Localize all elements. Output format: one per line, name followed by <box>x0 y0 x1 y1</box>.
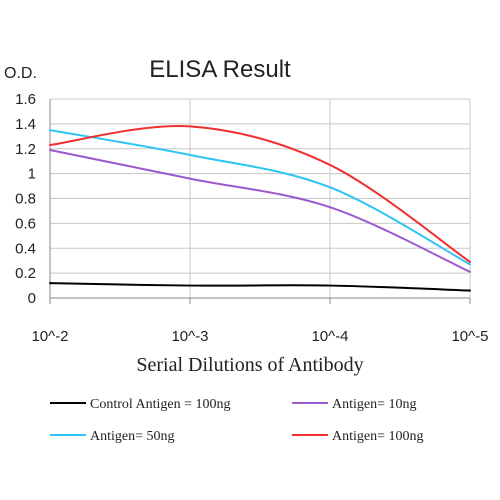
series-line-0 <box>49 282 471 292</box>
y-tick-label: 0.6 <box>15 215 36 232</box>
legend: Control Antigen = 100ng Antigen= 10ng Anti… <box>50 397 424 444</box>
y-tick-label: 0.8 <box>15 191 36 208</box>
y-tick-label: 0 <box>28 290 36 307</box>
series-line-2 <box>49 129 471 266</box>
x-tick-label: 10^-5 <box>451 328 488 345</box>
chart-title: ELISA Result <box>149 56 291 83</box>
legend-label-1: Antigen= 10ng <box>332 397 417 412</box>
grid-lines <box>49 98 471 298</box>
series-line-1 <box>49 148 471 273</box>
series-line-3 <box>49 124 471 263</box>
x-tick-label: 10^-3 <box>171 328 208 345</box>
y-axis-label: O.D. <box>4 65 37 82</box>
legend-label-0: Control Antigen = 100ng <box>90 397 231 412</box>
y-tick-label: 1.4 <box>15 116 36 133</box>
axes <box>49 99 471 304</box>
x-tick-label: 10^-2 <box>31 328 68 345</box>
legend-label-3: Antigen= 100ng <box>332 429 424 444</box>
x-axis-label: Serial Dilutions of Antibody <box>136 354 363 376</box>
x-tick-label: 10^-4 <box>311 328 348 345</box>
series-lines <box>49 124 471 292</box>
y-tick-label: 1.2 <box>15 141 36 158</box>
legend-label-2: Antigen= 50ng <box>90 429 175 444</box>
tick-labels: 0 0.2 0.4 0.6 0.8 1 1.2 1.4 1.6 10^-2 10^-3 10^-4 10… <box>15 91 488 345</box>
y-tick-label: 0.2 <box>15 265 36 282</box>
y-tick-label: 0.4 <box>15 240 36 257</box>
y-tick-label: 1.6 <box>15 91 36 108</box>
y-tick-label: 1 <box>28 166 36 183</box>
